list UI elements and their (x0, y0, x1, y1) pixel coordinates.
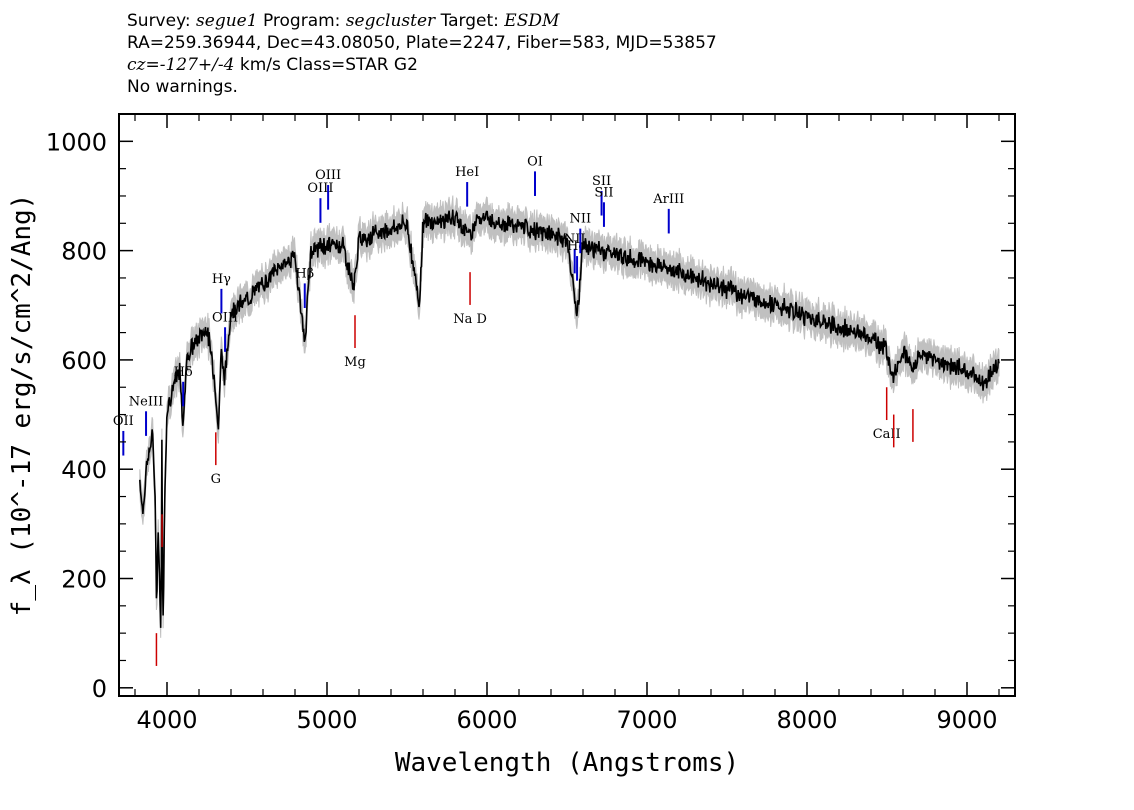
absorption-label: CaII (873, 427, 901, 442)
x-tick-label: 4000 (136, 706, 197, 734)
emission-label: OII (113, 414, 134, 429)
emission-label: Hα (567, 239, 587, 254)
target-label: Target: (440, 11, 499, 31)
y-tick-label: 800 (61, 238, 107, 266)
emission-label: SII (592, 174, 611, 189)
program-value: segcluster (345, 11, 436, 31)
emission-label: OI (527, 154, 543, 169)
emission-label: Hγ (212, 272, 231, 287)
y-tick-label: 600 (61, 347, 107, 375)
header-line-1: Survey: segue1 Program: segcluster Targe… (127, 10, 1027, 32)
absorption-label: Na D (453, 312, 487, 327)
emission-label: OIII (212, 310, 238, 325)
y-tick-label: 1000 (46, 128, 107, 156)
emission-label: Hδ (174, 365, 193, 380)
x-axis-title: Wavelength (Angstroms) (395, 748, 739, 778)
emission-label: OIII (315, 168, 341, 183)
spectrum-layer (139, 209, 1000, 628)
cz-label: cz= (127, 55, 160, 75)
cz-value: -127+/-4 (159, 55, 235, 75)
y-axis-title: f_λ (10^-17 erg/s/cm^2/Ang) (7, 194, 37, 617)
emission-label: ArIII (652, 192, 684, 207)
spectrum-header: Survey: segue1 Program: segcluster Targe… (127, 10, 1027, 98)
x-tick-label: 7000 (616, 706, 677, 734)
spectrum-line (139, 209, 1000, 628)
emission-label: NeIII (129, 394, 163, 409)
header-line-2: RA=259.36944, Dec=43.08050, Plate=2247, … (127, 33, 717, 53)
absorption-label: G (211, 472, 221, 487)
emission-label: OIII (307, 181, 333, 196)
warnings-line: No warnings. (127, 77, 238, 97)
x-tick-label: 5000 (296, 706, 357, 734)
x-tick-label: 8000 (776, 706, 837, 734)
y-tick-label: 200 (61, 566, 107, 594)
cz-rest: km/s Class=STAR G2 (234, 55, 418, 75)
survey-label: Survey: (127, 11, 191, 31)
emission-label: SII (594, 185, 613, 200)
tick-layer: 4000 5000 6000 7000 8000 9000 0 200 400 600 800 100… (46, 114, 1015, 734)
y-tick-label: 400 (61, 456, 107, 484)
emission-label: HeI (455, 165, 479, 180)
emission-label: NII (569, 212, 591, 227)
emission-label: Hβ (295, 266, 314, 281)
absorption-label: Mg (344, 355, 366, 370)
plot-frame (118, 113, 1016, 697)
y-tick-label: 0 (92, 675, 107, 703)
survey-value: segue1 (196, 11, 258, 31)
header-line-3: cz=-127+/-4 km/s Class=STAR G2 (127, 54, 1027, 76)
target-value: ESDM (504, 11, 560, 31)
x-tick-label: 9000 (936, 706, 997, 734)
x-tick-label: 6000 (456, 706, 517, 734)
program-label: Program: (262, 11, 341, 31)
